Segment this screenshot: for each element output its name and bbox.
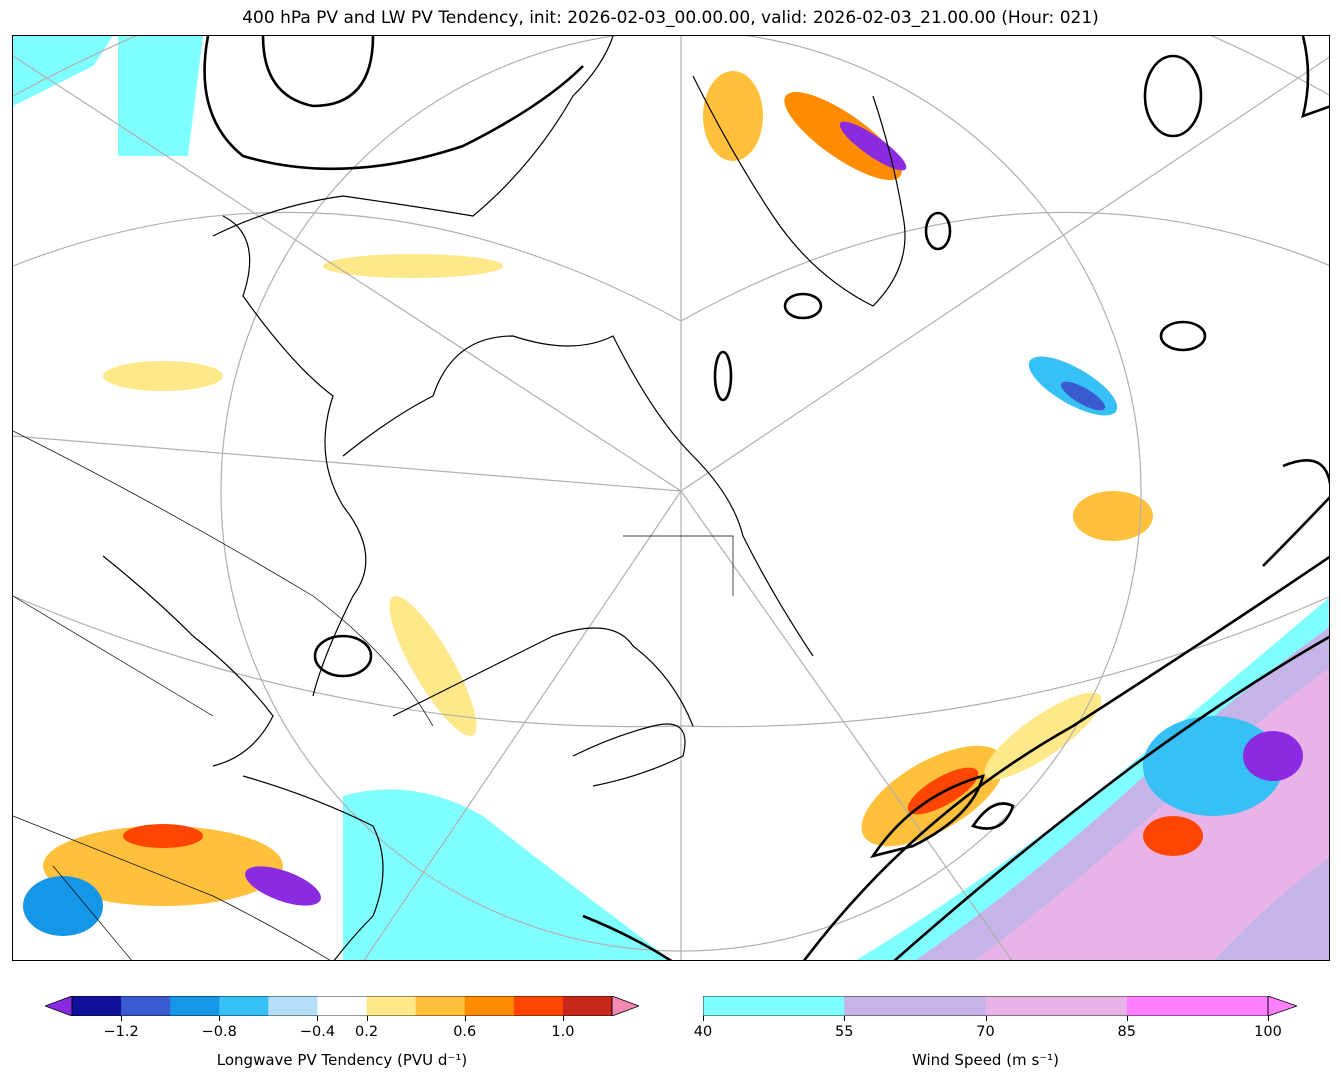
pv-blob — [703, 71, 763, 161]
pv-blob — [103, 361, 223, 391]
pv-colorbar-segment — [366, 996, 417, 1016]
pv-colorbar-over-triangle — [611, 995, 641, 1017]
wind-colorbar-tick-mark — [1126, 1016, 1128, 1021]
chart-title: 400 hPa PV and LW PV Tendency, init: 202… — [242, 8, 1099, 28]
pv-blob — [1243, 731, 1303, 781]
pv-colorbar-tick-label: −1.2 — [103, 1024, 139, 1040]
pv-colorbar-tick-label: 0.2 — [355, 1024, 379, 1040]
pv-contour-ne — [1301, 36, 1329, 119]
pv-contour-loop — [313, 634, 373, 678]
pv-colorbar-segment — [72, 996, 122, 1016]
wind-colorbar-tick-label: 40 — [693, 1024, 713, 1040]
pv-contour-east — [1262, 459, 1329, 567]
pv-colorbar-tick-mark — [121, 1016, 123, 1021]
pv-colorbar-segment — [219, 996, 269, 1016]
pv-contour-loop — [713, 350, 733, 402]
wind-40-region-north2 — [118, 36, 203, 156]
wind-speed-colorbar — [702, 995, 1299, 1017]
great-lakes — [102, 555, 274, 767]
pv-blob — [389, 596, 477, 736]
wind-colorbar-tick-mark — [985, 1016, 987, 1021]
pv-blob — [1143, 816, 1203, 856]
pv-blob — [1060, 381, 1106, 411]
pv-colorbar-tick-mark — [366, 1016, 368, 1021]
coastlines — [102, 36, 906, 960]
wind-colorbar-label: Wind Speed (m s⁻¹) — [911, 1051, 1060, 1069]
wind-colorbar-segment — [985, 996, 1128, 1016]
pv-contours — [203, 36, 1329, 960]
pv-blob — [784, 91, 902, 181]
pv-colorbar-segment — [121, 996, 171, 1016]
pv-colorbar-segment — [464, 996, 515, 1016]
map-canvas — [13, 36, 1329, 960]
pv-contour-jet-north — [802, 555, 1329, 960]
wind-colorbar-segment — [844, 996, 986, 1016]
pv-colorbar-segment — [562, 996, 613, 1016]
pv-blob — [23, 876, 103, 936]
hudson-bay-coast — [222, 215, 367, 697]
pv-colorbar-segment — [513, 996, 564, 1016]
pv-contour-jet-loop — [870, 774, 985, 859]
wind-colorbar-tick-label: 55 — [835, 1024, 854, 1040]
pv-blob — [1143, 716, 1283, 816]
pv-colorbar-tick-label: −0.4 — [299, 1024, 336, 1040]
pv-colorbar-tick-mark — [464, 1016, 466, 1021]
pv-colorbar-tick-mark — [317, 1016, 319, 1021]
pv-colorbar-tick-label: 1.0 — [551, 1024, 575, 1040]
pv-contour-sw — [582, 914, 673, 960]
wind-colorbar-over-triangle — [1267, 995, 1299, 1017]
wind-colorbar-tick-label: 100 — [1254, 1024, 1282, 1040]
map-panel — [12, 35, 1330, 961]
wind-colorbar-svg — [702, 995, 1299, 1017]
gulf-st-lawrence — [392, 627, 694, 727]
pv-colorbar-segment — [317, 996, 368, 1016]
wind-colorbar-tick-label: 85 — [1117, 1024, 1136, 1040]
wind-colorbar-tick-mark — [703, 1016, 704, 1021]
pv-blob — [123, 824, 203, 848]
pv-colorbar-segment — [268, 996, 318, 1016]
pv-blob — [43, 826, 283, 906]
baffin-coast — [212, 36, 614, 237]
pv-colorbar-tick-label: −0.8 — [201, 1024, 237, 1040]
pv-blob — [245, 866, 321, 906]
nova-scotia — [572, 723, 686, 787]
greenland-coast — [692, 75, 906, 307]
pv-tendency-shading — [23, 71, 1303, 936]
pv-blob — [839, 121, 907, 171]
pv-colorbar-segment — [415, 996, 466, 1016]
wind-colorbar-tick-label: 70 — [976, 1024, 995, 1040]
pv-colorbar-under-triangle — [43, 995, 73, 1017]
pv-tendency-colorbar — [43, 995, 641, 1017]
wind-colorbar-tick-mark — [1268, 1016, 1269, 1021]
pv-contour-north-loop — [261, 36, 375, 108]
pv-colorbar-tick-label: 0.6 — [453, 1024, 477, 1040]
pv-contour-loop — [924, 211, 952, 251]
pv-colorbar-segment — [170, 996, 220, 1016]
pv-contour-jet-south — [893, 635, 1329, 960]
pv-colorbar-tick-mark — [562, 1016, 564, 1021]
pv-colorbar-tick-mark — [219, 1016, 221, 1021]
pv-blob — [323, 254, 503, 278]
wind-colorbar-tick-mark — [844, 1016, 846, 1021]
atlantic-coast — [242, 775, 384, 960]
quebec-labrador-coast — [342, 335, 814, 657]
pv-contour-loop-small — [970, 802, 1015, 830]
pv-contour-loop — [783, 292, 823, 320]
wind-40-region-north — [13, 36, 113, 106]
wind-colorbar-segment — [703, 996, 845, 1016]
pv-colorbar-svg — [43, 995, 641, 1017]
political-borders — [13, 430, 734, 960]
pv-blob — [1073, 491, 1153, 541]
wind-colorbar-segment — [1126, 996, 1269, 1016]
pv-contour-north — [203, 36, 584, 171]
pv-contour-loop — [1143, 54, 1203, 138]
pv-blob — [984, 692, 1102, 780]
pv-contour-loop — [1159, 320, 1207, 352]
graticule — [13, 36, 1329, 960]
pv-colorbar-label: Longwave PV Tendency (PVU d⁻¹) — [216, 1051, 468, 1069]
